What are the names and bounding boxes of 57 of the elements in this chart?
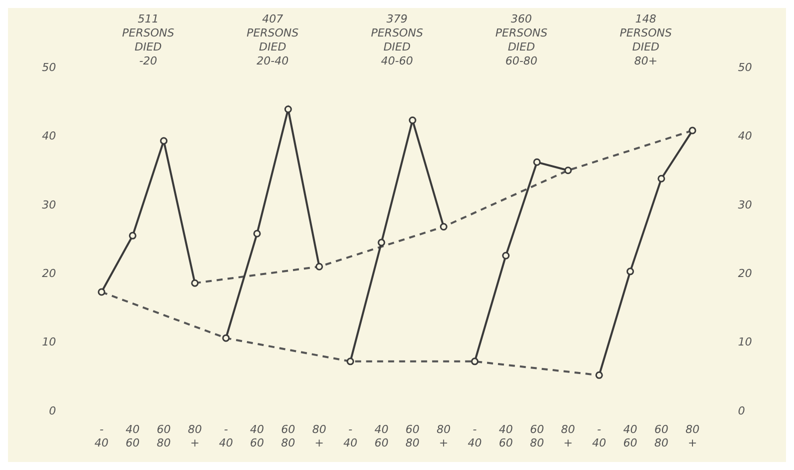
point: [440, 222, 448, 230]
y-tick-label: 0: [48, 404, 56, 418]
x-tick-label: 40 60: [498, 423, 513, 450]
point: [378, 238, 386, 246]
y2-tick-label: 40: [738, 130, 752, 143]
x-tick-label: - 40: [592, 423, 606, 450]
point: [191, 279, 199, 287]
x-tick-label: 40 60: [374, 423, 388, 450]
y2-tick-label: 20: [738, 267, 752, 280]
point: [408, 116, 416, 124]
x-tick-label: 60 80: [281, 423, 296, 450]
point: [284, 105, 292, 113]
point: [688, 126, 696, 134]
annotation: 407 PERSONS DIED 20-40: [246, 12, 299, 68]
y-tick-label: 50: [42, 60, 56, 74]
x-tick-label: - 40: [218, 423, 233, 450]
annotation: 148 PERSONS DIED 80+: [620, 12, 672, 68]
y2-tick-label: 30: [738, 198, 752, 212]
x-tick-label: 80 +: [685, 423, 700, 450]
annotation: 511 PERSONS DIED -20: [122, 12, 174, 68]
x-tick-label: - 40: [343, 423, 358, 450]
y2-tick-label: 10: [738, 336, 752, 349]
x-tick-label: 80 +: [312, 423, 326, 450]
x-tick-label: 60 80: [156, 423, 171, 450]
x-tick-label: 40 60: [623, 423, 638, 450]
y-tick-label: 20: [42, 267, 56, 280]
y2-tick-label: 0: [738, 404, 746, 418]
annotation: 379 PERSONS DIED 40-60: [370, 12, 424, 68]
point: [222, 334, 230, 342]
x-tick-label: 80 +: [561, 423, 576, 450]
x-tick-label: - 40: [468, 423, 482, 450]
point: [595, 371, 603, 379]
point: [626, 268, 634, 276]
point: [253, 230, 261, 238]
point: [471, 358, 478, 366]
y-tick-label: 10: [42, 336, 56, 349]
point: [564, 166, 572, 174]
y-tick-label: 40: [42, 130, 56, 143]
x-tick-label: 40 60: [250, 423, 264, 450]
point: [316, 262, 323, 270]
point: [160, 137, 168, 145]
x-tick-label: 60 80: [406, 423, 420, 450]
point: [658, 174, 666, 182]
x-tick-label: - 40: [94, 423, 109, 450]
y-tick-label: 30: [42, 198, 56, 212]
point: [98, 288, 106, 296]
y2-tick-label: 50: [738, 60, 752, 74]
x-tick-label: 60 80: [654, 423, 668, 450]
x-tick-label: 60 80: [530, 423, 544, 450]
annotation: 360 PERSONS DIED 60-80: [495, 12, 548, 68]
point: [533, 158, 541, 166]
x-tick-label: 40 60: [126, 423, 140, 450]
x-tick-label: 80 +: [436, 423, 451, 450]
point: [346, 358, 354, 366]
point: [128, 232, 136, 240]
x-tick-label: 80 +: [188, 423, 202, 450]
point: [502, 252, 510, 260]
